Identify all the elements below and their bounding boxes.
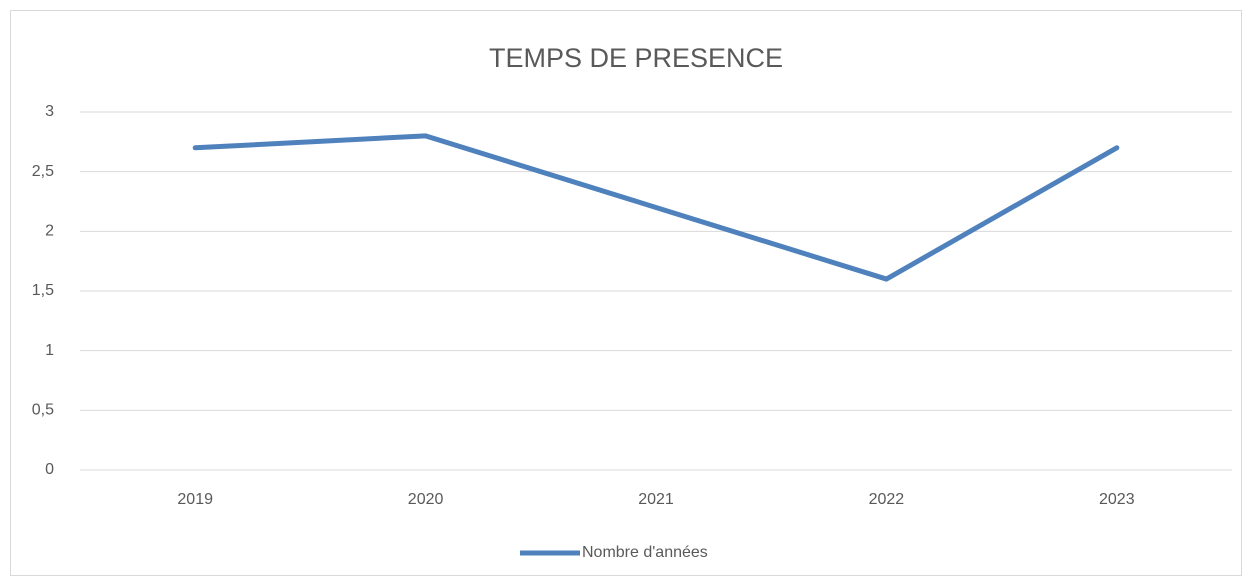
y-tick-label: 0,5	[32, 402, 54, 419]
chart-border	[10, 10, 1242, 576]
chart-title: TEMPS DE PRESENCE	[489, 43, 783, 73]
x-tick-label: 2022	[869, 491, 905, 508]
x-tick-label: 2021	[638, 491, 674, 508]
y-tick-label: 3	[45, 103, 54, 120]
x-tick-label: 2023	[1099, 491, 1135, 508]
legend-label: Nombre d'années	[582, 544, 708, 561]
data-line	[192, 133, 1120, 282]
x-tick-label: 2020	[408, 491, 444, 508]
y-tick-label: 2,5	[32, 163, 54, 180]
y-tick-label: 1,5	[32, 282, 54, 299]
y-tick-label: 1	[45, 342, 54, 359]
y-tick-label: 2	[45, 223, 54, 240]
y-tick-label: 0	[45, 461, 54, 478]
x-tick-label: 2019	[177, 491, 213, 508]
